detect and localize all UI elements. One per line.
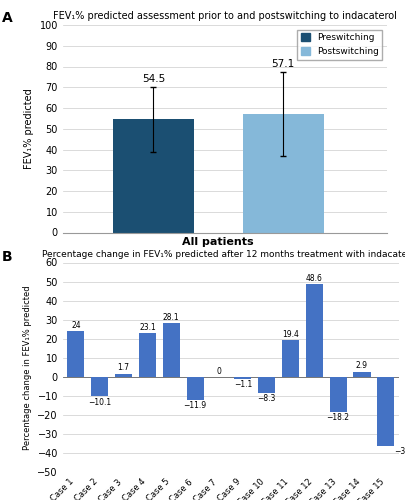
Bar	[330, 377, 347, 412]
Bar	[282, 340, 299, 377]
Bar	[234, 377, 252, 379]
Text: 24: 24	[71, 321, 81, 330]
Text: 23.1: 23.1	[139, 322, 156, 332]
Text: −11.9: −11.9	[183, 401, 207, 410]
Bar	[163, 324, 180, 377]
Bar	[243, 114, 324, 232]
Text: −8.3: −8.3	[258, 394, 276, 403]
Title: Percentage change in FEV₁% predicted after 12 months treatment with indacaterol: Percentage change in FEV₁% predicted aft…	[43, 250, 405, 259]
Bar	[113, 120, 194, 232]
Text: 2.9: 2.9	[356, 361, 368, 370]
Bar	[354, 372, 371, 377]
Text: −35.9: −35.9	[394, 447, 405, 456]
Text: −10.1: −10.1	[88, 398, 111, 406]
Text: A: A	[2, 11, 13, 25]
Text: 0: 0	[217, 366, 222, 376]
Text: 19.4: 19.4	[282, 330, 299, 338]
Text: B: B	[2, 250, 13, 264]
Text: 54.5: 54.5	[142, 74, 165, 84]
Text: −18.2: −18.2	[326, 413, 350, 422]
Bar	[258, 377, 275, 393]
Legend: Preswitching, Postswitching: Preswitching, Postswitching	[297, 30, 382, 60]
Bar	[139, 333, 156, 377]
Y-axis label: FEV₁% predicted: FEV₁% predicted	[24, 88, 34, 169]
Text: 1.7: 1.7	[117, 364, 130, 372]
Y-axis label: Percentage change in FEV₁% predicted: Percentage change in FEV₁% predicted	[23, 285, 32, 450]
Title: FEV₁% predicted assessment prior to and postswitching to indacaterol: FEV₁% predicted assessment prior to and …	[53, 12, 397, 22]
Bar	[67, 331, 85, 377]
Text: 48.6: 48.6	[306, 274, 323, 283]
Text: 28.1: 28.1	[163, 313, 179, 322]
Text: 57.1: 57.1	[271, 58, 295, 68]
Bar	[115, 374, 132, 377]
Bar	[377, 377, 394, 446]
Bar	[187, 377, 204, 400]
Bar	[306, 284, 323, 377]
Text: −1.1: −1.1	[234, 380, 252, 390]
Bar	[91, 377, 108, 396]
